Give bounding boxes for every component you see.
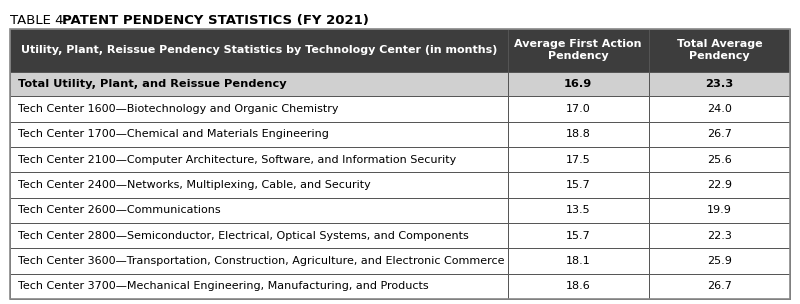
Text: 17.5: 17.5 — [566, 155, 590, 165]
Bar — [649, 122, 790, 147]
Bar — [649, 96, 790, 122]
Text: Utility, Plant, Reissue Pendency Statistics by Technology Center (in months): Utility, Plant, Reissue Pendency Statist… — [21, 45, 497, 55]
Bar — [649, 147, 790, 172]
Bar — [508, 274, 649, 299]
Bar — [649, 274, 790, 299]
Bar — [649, 29, 790, 71]
Text: Tech Center 2600—Communications: Tech Center 2600—Communications — [18, 205, 221, 215]
Text: Total Utility, Plant, and Reissue Pendency: Total Utility, Plant, and Reissue Penden… — [18, 79, 286, 89]
Bar — [508, 198, 649, 223]
Bar — [508, 223, 649, 248]
Text: Average First Action
Pendency: Average First Action Pendency — [514, 40, 642, 61]
Text: 15.7: 15.7 — [566, 180, 590, 190]
Bar — [649, 172, 790, 198]
Bar — [649, 198, 790, 223]
Bar — [10, 223, 508, 248]
Text: 26.7: 26.7 — [707, 130, 732, 139]
Text: 17.0: 17.0 — [566, 104, 590, 114]
Bar — [10, 147, 508, 172]
Bar — [10, 198, 508, 223]
Text: 16.9: 16.9 — [564, 79, 592, 89]
Text: 22.9: 22.9 — [707, 180, 732, 190]
Text: Tech Center 2800—Semiconductor, Electrical, Optical Systems, and Components: Tech Center 2800—Semiconductor, Electric… — [18, 231, 469, 241]
Text: PATENT PENDENCY STATISTICS (FY 2021): PATENT PENDENCY STATISTICS (FY 2021) — [62, 14, 369, 27]
Text: 18.1: 18.1 — [566, 256, 590, 266]
Text: Tech Center 1700—Chemical and Materials Engineering: Tech Center 1700—Chemical and Materials … — [18, 130, 329, 139]
Bar — [508, 122, 649, 147]
Bar — [508, 172, 649, 198]
Text: Tech Center 2100—Computer Architecture, Software, and Information Security: Tech Center 2100—Computer Architecture, … — [18, 155, 456, 165]
Bar — [10, 122, 508, 147]
Text: Tech Center 2400—Networks, Multiplexing, Cable, and Security: Tech Center 2400—Networks, Multiplexing,… — [18, 180, 370, 190]
Text: Tech Center 3600—Transportation, Construction, Agriculture, and Electronic Comme: Tech Center 3600—Transportation, Constru… — [18, 256, 504, 266]
Bar — [649, 248, 790, 274]
Text: Tech Center 3700—Mechanical Engineering, Manufacturing, and Products: Tech Center 3700—Mechanical Engineering,… — [18, 281, 429, 291]
Text: TABLE 4:: TABLE 4: — [10, 14, 73, 27]
Text: 25.9: 25.9 — [707, 256, 732, 266]
Bar — [508, 71, 649, 96]
Text: 15.7: 15.7 — [566, 231, 590, 241]
Bar — [10, 96, 508, 122]
Text: 23.3: 23.3 — [706, 79, 734, 89]
Text: 18.8: 18.8 — [566, 130, 590, 139]
Bar — [508, 147, 649, 172]
Text: Tech Center 1600—Biotechnology and Organic Chemistry: Tech Center 1600—Biotechnology and Organ… — [18, 104, 338, 114]
Bar — [10, 248, 508, 274]
Text: 22.3: 22.3 — [707, 231, 732, 241]
Bar — [508, 29, 649, 71]
Bar — [10, 71, 508, 96]
Bar — [10, 274, 508, 299]
Text: 19.9: 19.9 — [707, 205, 732, 215]
Bar — [10, 29, 508, 71]
Bar — [649, 71, 790, 96]
Text: Total Average
Pendency: Total Average Pendency — [677, 40, 762, 61]
Bar — [508, 248, 649, 274]
Bar — [649, 223, 790, 248]
Text: 25.6: 25.6 — [707, 155, 732, 165]
Text: 24.0: 24.0 — [707, 104, 732, 114]
Text: 13.5: 13.5 — [566, 205, 590, 215]
Bar — [508, 96, 649, 122]
Bar — [10, 172, 508, 198]
Text: 18.6: 18.6 — [566, 281, 590, 291]
Text: 26.7: 26.7 — [707, 281, 732, 291]
